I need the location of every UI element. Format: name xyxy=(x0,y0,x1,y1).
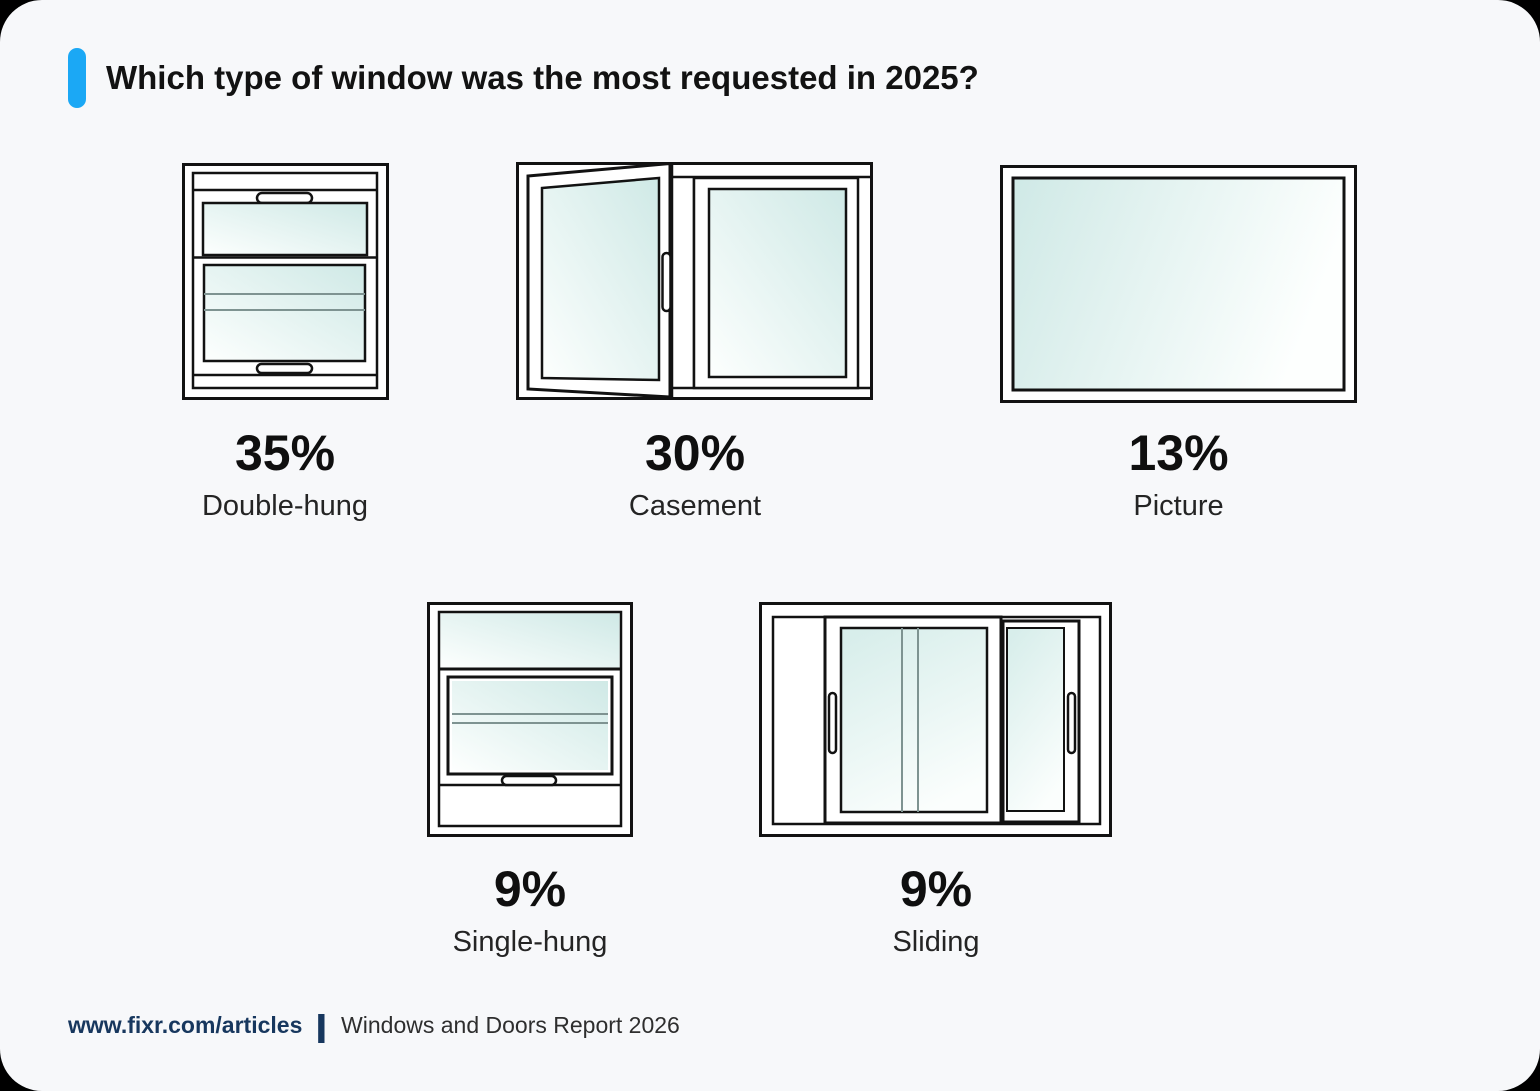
window-type-label: Picture xyxy=(1133,490,1224,522)
stat-casement: 30% Casement xyxy=(500,428,890,523)
footer-source-text: Windows and Doors Report 2026 xyxy=(341,1012,680,1038)
accent-bar xyxy=(68,48,86,108)
window-type-label: Double-hung xyxy=(201,490,369,522)
header: Which type of window was the most reques… xyxy=(68,48,979,108)
footer-separator: | xyxy=(314,1008,329,1043)
stat-picture: 13% Picture xyxy=(990,428,1367,523)
window-type-label: Single-hung xyxy=(452,926,608,958)
picture-window-icon xyxy=(1000,165,1357,403)
percent-value: 13% xyxy=(1128,425,1229,481)
percent-value: 9% xyxy=(493,861,567,917)
percent-value: 9% xyxy=(899,861,973,917)
stat-sliding: 9% Sliding xyxy=(760,864,1112,959)
stat-double-hung: 35% Double-hung xyxy=(120,428,450,523)
stat-single-hung: 9% Single-hung xyxy=(365,864,695,959)
footer-link[interactable]: www.fixr.com/articles xyxy=(68,1012,303,1038)
page-title: Which type of window was the most reques… xyxy=(106,59,979,97)
footer: www.fixr.com/articles | Windows and Door… xyxy=(68,1010,680,1041)
window-type-label: Sliding xyxy=(892,926,980,958)
sliding-window-icon xyxy=(759,602,1112,837)
percent-value: 35% xyxy=(234,425,336,481)
window-type-label: Casement xyxy=(628,490,762,522)
single-hung-window-icon xyxy=(427,602,633,837)
double-hung-window-icon xyxy=(182,163,389,400)
percent-value: 30% xyxy=(644,425,746,481)
casement-window-icon xyxy=(516,162,873,400)
